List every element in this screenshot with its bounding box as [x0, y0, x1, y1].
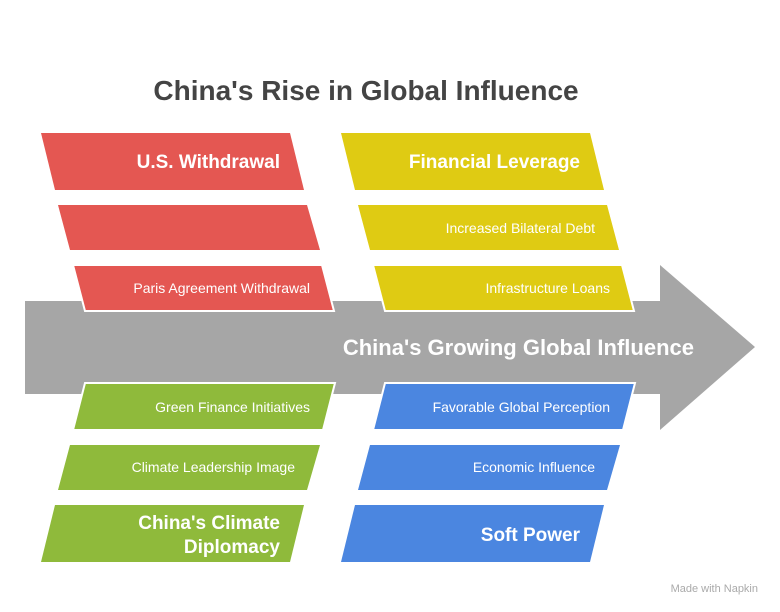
category-box-soft-power: [341, 505, 604, 562]
cause-box: [58, 205, 320, 250]
category-label: China's Climate: [138, 513, 280, 534]
cause-box: [58, 445, 320, 490]
spine-label: China's Growing Global Influence: [343, 335, 694, 360]
cause-label: Increased Bilateral Debt: [446, 220, 596, 236]
category-label: Financial Leverage: [409, 152, 580, 173]
cause-box: [71, 382, 337, 431]
cause-label: Infrastructure Loans: [485, 280, 610, 296]
diagram-title: China's Rise in Global Influence: [153, 75, 578, 106]
cause-box: [371, 382, 637, 431]
cause-label: Paris Agreement Withdrawal: [133, 280, 310, 296]
cause-label: Favorable Global Perception: [433, 399, 610, 415]
cause-label: Green Finance Initiatives: [155, 399, 310, 415]
category-label: Soft Power: [481, 525, 581, 546]
cause-box: [371, 264, 636, 312]
category-box-climate-diplomacy: [41, 505, 304, 562]
cause-box: [358, 205, 619, 250]
cause-label: Economic Influence: [473, 459, 595, 475]
category-label: U.S. Withdrawal: [137, 152, 280, 173]
watermark: Made with Napkin: [671, 583, 758, 595]
cause-box: [358, 445, 620, 490]
cause-label: Climate Leadership Image: [132, 459, 296, 475]
category-box-financial-leverage: [341, 133, 604, 190]
category-label: Diplomacy: [184, 537, 281, 558]
cause-box: [71, 264, 336, 312]
category-box-us-withdrawal: [41, 133, 304, 190]
